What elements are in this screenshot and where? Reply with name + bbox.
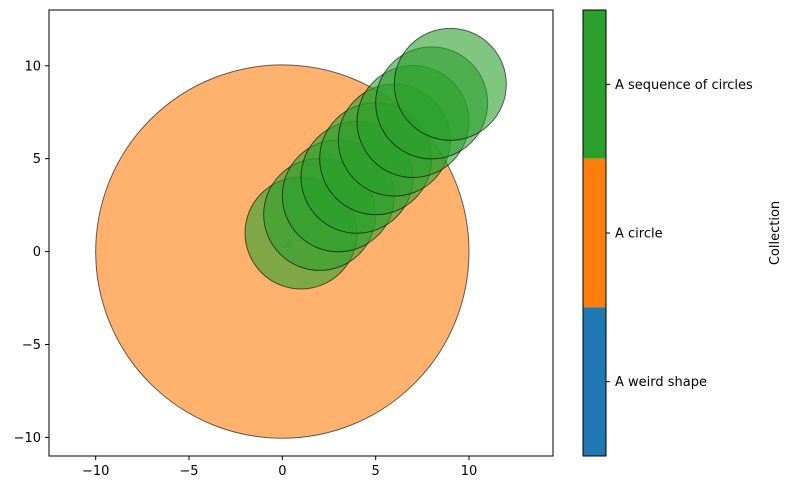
axes: −10 −5 0 5 10 −10 −5 0 5 10	[14, 59, 478, 479]
x-tick-label: 0	[278, 464, 286, 479]
y-tick-label: 5	[33, 152, 41, 167]
x-tick-label: −5	[179, 464, 198, 479]
plot-marks	[95, 27, 507, 439]
x-tick-label: 5	[372, 464, 380, 479]
colorbar-segment	[583, 307, 606, 456]
colorbar-frame	[582, 9, 607, 457]
colorbar-label: Collection	[768, 201, 783, 265]
colorbar: A sequence of circles A circle A weird sha…	[582, 9, 783, 457]
x-tick-label: 10	[461, 464, 478, 479]
colorbar-tick-label: A circle	[615, 227, 663, 242]
sequence-circle-mark-9	[393, 27, 507, 141]
colorbar-segment	[583, 10, 606, 159]
y-tick-label: −5	[22, 338, 41, 353]
y-tick-label: −10	[14, 431, 41, 446]
colorbar-segment	[583, 158, 606, 308]
x-tick-label: −10	[82, 464, 109, 479]
colorbar-tick-label: A sequence of circles	[615, 78, 753, 93]
plot-frame	[48, 9, 554, 457]
colorbar-tick-label: A weird shape	[615, 375, 707, 390]
y-tick-label: 0	[33, 245, 41, 260]
y-tick-label: 10	[24, 59, 41, 74]
